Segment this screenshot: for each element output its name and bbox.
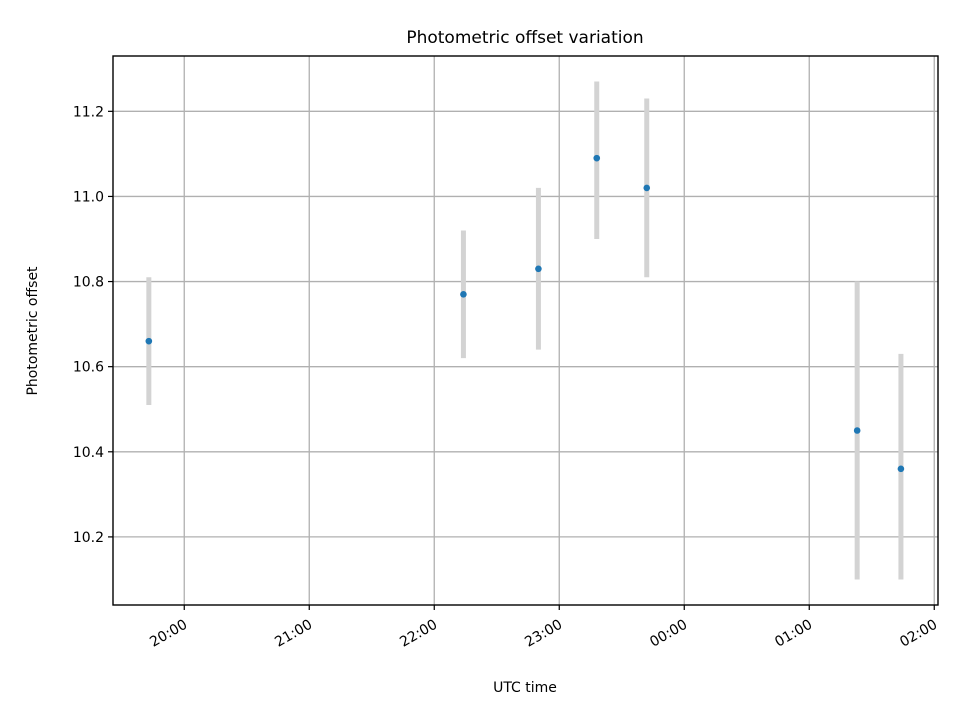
- x-tick-label: 22:00: [397, 617, 440, 651]
- data-point: [145, 337, 153, 345]
- y-axis-label: Photometric offset: [25, 266, 41, 396]
- data-point: [593, 154, 601, 162]
- data-point: [853, 427, 861, 434]
- x-tick-label: 21:00: [272, 617, 315, 651]
- x-axis-label: UTC time: [493, 680, 557, 696]
- data-point: [897, 465, 905, 473]
- errorbar-layer: [146, 81, 904, 580]
- tick-layer: 20:00 21:00 22:00 23:00 00:00 01:00 02:00 10.2 1…: [73, 104, 940, 650]
- chart-title: Photometric offset variation: [406, 28, 643, 48]
- x-tick-label: 23:00: [522, 617, 565, 651]
- plot-frame: [112, 55, 939, 606]
- x-tick-label: 02:00: [897, 617, 940, 651]
- data-point: [643, 184, 651, 192]
- y-tick-label: 10.8: [73, 275, 104, 291]
- data-point: [535, 265, 542, 273]
- x-tick-label: 01:00: [772, 617, 815, 651]
- y-tick-label: 10.4: [73, 445, 104, 461]
- y-tick-label: 10.2: [73, 530, 104, 546]
- grid-layer: [113, 56, 938, 605]
- y-tick-label: 11.0: [73, 189, 104, 205]
- x-tick-label: 20:00: [147, 617, 190, 651]
- x-tick-label: 00:00: [647, 617, 690, 651]
- data-point: [460, 291, 467, 298]
- point-layer: [145, 154, 905, 473]
- y-tick-label: 11.2: [73, 104, 104, 120]
- y-tick-label: 10.6: [73, 360, 104, 376]
